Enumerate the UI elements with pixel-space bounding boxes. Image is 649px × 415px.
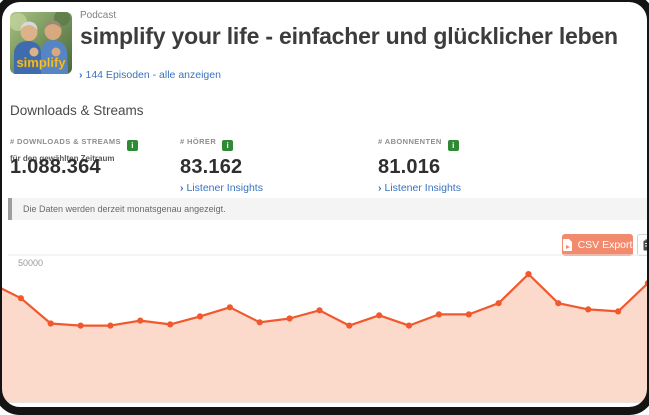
chart-data-point[interactable] — [257, 319, 263, 325]
chart-data-point[interactable] — [466, 311, 472, 317]
chart-data-point[interactable] — [615, 308, 621, 314]
stat-value-hoerer: 83.162 — [180, 156, 263, 179]
podcast-cover-image: simplify — [10, 12, 72, 74]
info-icon[interactable]: i — [448, 140, 459, 151]
stat-value-abonnenten: 81.016 — [378, 156, 461, 179]
notice-banner: Die Daten werden derzeit monatsgenau ang… — [8, 198, 647, 220]
notice-text: Die Daten werden derzeit monatsgenau ang… — [23, 204, 226, 214]
section-title: Downloads & Streams — [10, 103, 144, 118]
listener-insights-link[interactable]: ›Listener Insights — [180, 182, 263, 194]
page-title: simplify your life - einfacher und glück… — [80, 23, 618, 50]
listener-insights-label: Listener Insights — [187, 182, 263, 194]
chevron-right-icon: › — [180, 182, 184, 194]
chart-data-point[interactable] — [436, 311, 442, 317]
chart-data-point[interactable] — [316, 307, 322, 313]
cover-wordmark: simplify — [16, 55, 66, 70]
chevron-right-icon: › — [79, 69, 83, 81]
chart-data-point[interactable] — [525, 271, 531, 277]
chart-data-point[interactable] — [78, 323, 84, 329]
chart-data-point[interactable] — [197, 313, 203, 319]
listener-insights-label: Listener Insights — [385, 182, 461, 194]
y-axis-tick-label: 50000 — [18, 258, 43, 268]
cover-art-illustration: simplify — [10, 12, 72, 74]
chart-area-fill — [0, 274, 648, 402]
chart-data-point[interactable] — [496, 300, 502, 306]
chart-data-point[interactable] — [18, 295, 24, 301]
info-icon[interactable]: i — [127, 140, 138, 151]
chart-data-point[interactable] — [167, 321, 173, 327]
stat-label: # DOWNLOADS & STREAMS — [10, 135, 121, 146]
stat-abonnenten: # ABONNENTEN i 81.016 ›Listener Insights — [378, 135, 461, 194]
chart-data-point[interactable] — [555, 300, 561, 306]
chart-data-point[interactable] — [287, 315, 293, 321]
info-icon[interactable]: i — [222, 140, 233, 151]
chart-data-point[interactable] — [585, 306, 591, 312]
downloads-area-chart[interactable]: 50000 — [0, 250, 649, 409]
chart-data-point[interactable] — [406, 323, 412, 329]
stat-label: # HÖRER — [180, 135, 216, 146]
stat-value-downloads: 1.088.364 — [10, 156, 138, 179]
listener-insights-link[interactable]: ›Listener Insights — [378, 182, 461, 194]
stat-label: # ABONNENTEN — [378, 135, 442, 146]
chart-data-point[interactable] — [137, 318, 143, 324]
chevron-right-icon: › — [378, 182, 382, 194]
episodes-link-label: 144 Episoden - alle anzeigen — [86, 69, 221, 81]
chart-data-point[interactable] — [227, 304, 233, 310]
chart-data-point[interactable] — [107, 323, 113, 329]
stat-hoerer: # HÖRER i 83.162 ›Listener Insights — [180, 135, 263, 194]
chart-data-point[interactable] — [346, 323, 352, 329]
chart-data-point[interactable] — [48, 320, 54, 326]
episodes-link[interactable]: ›144 Episoden - alle anzeigen — [79, 69, 221, 81]
podcast-kicker-label: Podcast — [80, 10, 116, 21]
chart-data-point[interactable] — [376, 312, 382, 318]
